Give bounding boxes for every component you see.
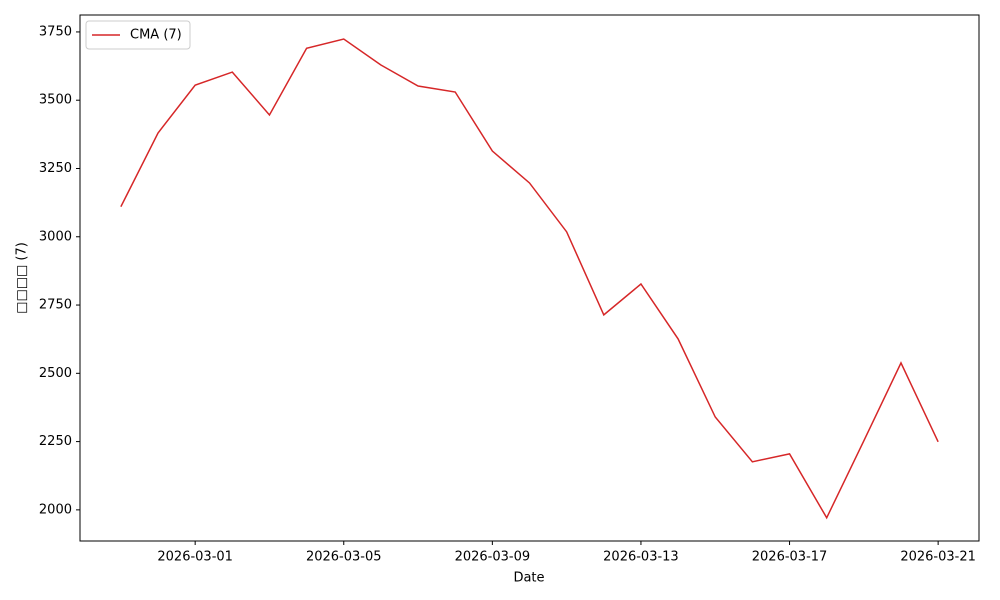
y-axis-label: □□□□ (7) <box>15 242 30 314</box>
y-tick-label: 3250 <box>39 161 72 176</box>
x-tick-label: 2026-03-05 <box>306 550 382 565</box>
x-tick-label: 2026-03-13 <box>603 550 679 565</box>
y-tick-label: 2000 <box>39 502 72 517</box>
y-tick-label: 2750 <box>39 298 72 313</box>
line-series <box>120 38 939 520</box>
legend-label: CMA (7) <box>130 28 182 43</box>
x-tick-label: 2026-03-09 <box>455 550 531 565</box>
x-tick-label: 2026-03-17 <box>752 550 828 565</box>
y-tick-label: 3750 <box>39 24 72 39</box>
y-tick-label: 2500 <box>39 366 72 381</box>
y-tick-label: 2250 <box>39 434 72 449</box>
x-tick-label: 2026-03-21 <box>900 550 976 565</box>
y-tick-label: 3000 <box>39 229 72 244</box>
legend-box <box>85 20 191 50</box>
plot-frame <box>79 14 980 542</box>
x-axis-label: Date <box>513 571 544 586</box>
x-tick-label: 2026-03-01 <box>157 550 233 565</box>
y-tick-label: 3500 <box>39 93 72 108</box>
